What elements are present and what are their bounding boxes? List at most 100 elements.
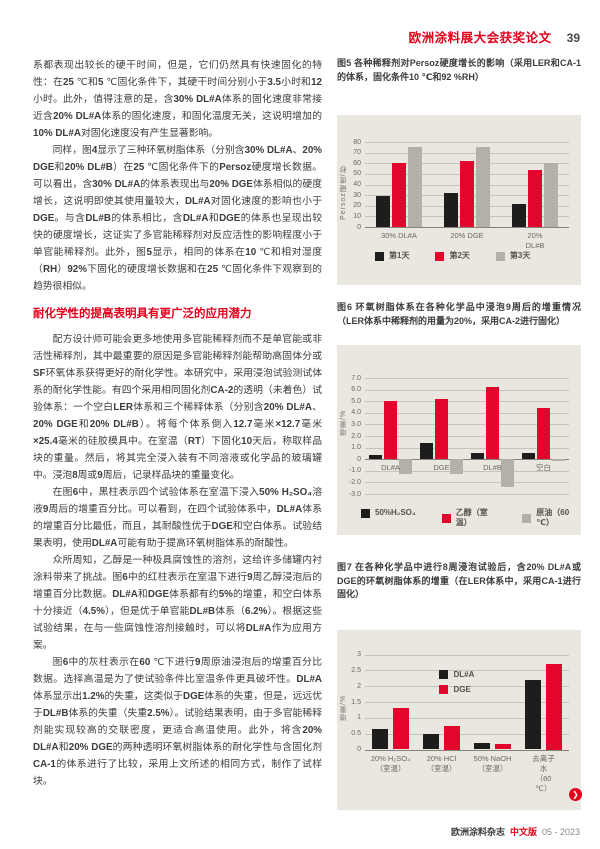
chart-bar-dl-a (525, 679, 542, 750)
chart-legend: DL#A DGE (439, 670, 474, 695)
legend-item: 第2天 (435, 251, 470, 261)
chart-bar-dl-a (423, 733, 440, 750)
chart-bar-h2so4 (471, 453, 485, 460)
y-tick-label: 6.0 (351, 386, 361, 394)
chart-bar-h2so4 (420, 442, 434, 460)
body-paragraph: 众所周知，乙醇是一种极具腐蚀性的溶剂，这给许多储罐内衬涂料带来了挑战。图6中的红… (33, 555, 323, 651)
body-paragraph: 同样，图4显示了三种环氧树脂体系（分别含30% DL#A、20% DGE和20%… (33, 145, 323, 292)
legend-label: 原油（60 ℃） (536, 508, 570, 527)
gridline (365, 654, 569, 656)
gridline (365, 389, 569, 391)
y-tick-label: 30 (353, 191, 361, 199)
legend-swatch-h2so4 (361, 508, 370, 518)
x-tick-label: 50% NaOH （室温） (473, 753, 512, 773)
gridline (365, 152, 569, 154)
figure-6: 图6 环氧树脂体系在各种化学品中浸泡9周后的增重情况（LER体系中稀释剂的用量为… (337, 301, 581, 535)
legend-item: 50%H₂SO₄ (361, 508, 416, 518)
chart-bar-ethanol (384, 401, 397, 460)
footer-journal-name: 欧洲涂料杂志 (450, 827, 505, 837)
body-paragraph: 系都表现出较长的硬干时间，但是，它们仍然具有快速固化的特性：在25 ℃和5 ℃固… (33, 60, 323, 139)
chart-plot-area: 80 70 60 50 40 30 20 10 0 30% DL#A 20% DGE 20% DL#B (353, 139, 569, 250)
x-tick-label: 30% DL#A (381, 231, 417, 240)
y-tick-label: 40 (353, 181, 361, 188)
chart-bar-h2so4 (522, 453, 536, 460)
next-page-icon[interactable]: ❯ (569, 788, 582, 801)
x-tick-label: 20% DGE (450, 231, 484, 240)
gridline (365, 686, 569, 688)
y-tick-label: 2.0 (351, 432, 361, 440)
legend-label: 乙醇（室温） (455, 508, 488, 527)
legend-label: 50%H₂SO₄ (375, 508, 416, 517)
gridline (365, 401, 569, 403)
figure-5-caption: 图5 各种稀释剂对Persoz硬度增长的影响（采用LER和CA-1的体系，固化条… (337, 58, 581, 82)
paragraphs-after-heading: 配方设计师可能会更多地使用多官能稀释剂而不是单官能或非活性稀释剂，其中最重要的原… (33, 331, 322, 790)
chart-legend: 50%H₂SO₄ 乙醇（室温） 原油（60 ℃） (361, 508, 581, 528)
page-title: 欧洲涂料展大会获奖论文 (408, 31, 552, 45)
x-tick-label: 20% HCl （室温） (426, 753, 457, 773)
x-tick-label: 空白 (536, 463, 551, 473)
legend-swatch-dl-a (439, 670, 449, 679)
figure-6-chart: 增重/% 7.0 6.0 5.0 4.0 3.0 2.0 1.0 0 -1.0 -2.0 -3.0 DL… (337, 345, 581, 535)
y-tick-label: 80 (353, 138, 361, 146)
y-tick-label: -3.0 (348, 490, 361, 498)
y-tick-label: 1.0 (351, 444, 361, 452)
y-tick-label: -2.0 (348, 478, 361, 486)
chart-bar-crude-oil (398, 459, 412, 475)
figure-7: 图7 在各种化学品中进行8周浸泡试验后，含20% DL#A或DGE的环氧树脂体系… (337, 561, 581, 810)
y-tick-label: 20 (353, 202, 361, 210)
gridline (365, 702, 569, 703)
body-paragraph: 图6中的灰柱表示在60 ℃下进行9周原油浸泡后的增重百分比数据。选择高温是为了使… (33, 657, 323, 787)
gridline (365, 459, 569, 461)
chart-bar-dge (392, 708, 409, 750)
chart-plot-area: 7.0 6.0 5.0 4.0 3.0 2.0 1.0 0 -1.0 -2.0 -3.0 DL#A DG… (349, 375, 569, 498)
x-tick-label: 20% H₂SO₄ （室温） (370, 753, 411, 773)
y-tick-label: 0.5 (351, 730, 361, 738)
gridline (365, 142, 569, 143)
figure-5: 图5 各种稀释剂对Persoz硬度增长的影响（采用LER和CA-1的体系，固化条… (337, 57, 581, 285)
gridline (365, 733, 569, 735)
y-tick-label: 1 (357, 714, 361, 722)
y-tick-label: 0 (357, 746, 361, 753)
chart-bar-crude-oil (500, 459, 514, 488)
figure-5-chart: Persoz硬度/秒 80 70 60 50 40 30 20 10 0 30% DL#A 20% D… (337, 115, 581, 285)
legend-swatch-dge (439, 685, 449, 694)
chart-bar-crude-oil (449, 459, 463, 475)
gridline (365, 482, 569, 484)
chart-bar-ethanol (537, 408, 550, 460)
gridline (365, 412, 569, 414)
gridline (365, 227, 569, 228)
chart-bar-ethanol (435, 398, 448, 460)
figure-7-chart: 增重/% 3 2.5 2 1.5 1 0.5 0 20% H₂SO₄ （室温） 20% HCl （… (337, 629, 581, 810)
legend-item: DL#A (439, 670, 474, 680)
y-tick-label: 2.5 (351, 666, 361, 674)
gridline (365, 717, 569, 719)
legend-swatch-crude-oil (522, 513, 532, 523)
legend-label: 第3天 (509, 251, 531, 260)
y-tick-label: 4.0 (351, 409, 361, 417)
legend-item: 原油（60 ℃） (522, 508, 581, 528)
legend-item: 第1天 (375, 251, 409, 261)
legend-item: DGE (439, 684, 471, 695)
legend-swatch-ethanol (441, 513, 451, 523)
y-tick-label: 3.0 (351, 420, 361, 428)
gridline (365, 470, 569, 472)
chart-bar-ethanol (486, 387, 499, 460)
chart-bar-dl-a (474, 743, 491, 750)
chart-bar-crude-oil (551, 459, 565, 461)
chart-bar-dge (494, 744, 511, 750)
chart-bar-dge (443, 725, 460, 750)
y-tick-label: 1.5 (351, 698, 361, 706)
chart-bar-day3 (408, 147, 422, 227)
chart-bar-dl-a (372, 728, 389, 750)
gridline (365, 494, 569, 495)
chart-legend: 第1天 第2天 第3天 (375, 251, 530, 261)
legend-label: DL#A (453, 669, 475, 679)
figure-6-caption: 图6 环氧树脂体系在各种化学品中浸泡9周后的增重情况（LER体系中稀释剂的用量为… (337, 302, 581, 326)
legend-label: DGE (453, 684, 471, 694)
y-tick-label: 70 (353, 149, 361, 157)
legend-label: 第2天 (449, 251, 470, 260)
page-footer: 欧洲涂料杂志 中文版 05 - 2023 (451, 825, 580, 838)
gridline (365, 749, 569, 751)
chart-bar-day3 (544, 163, 558, 227)
